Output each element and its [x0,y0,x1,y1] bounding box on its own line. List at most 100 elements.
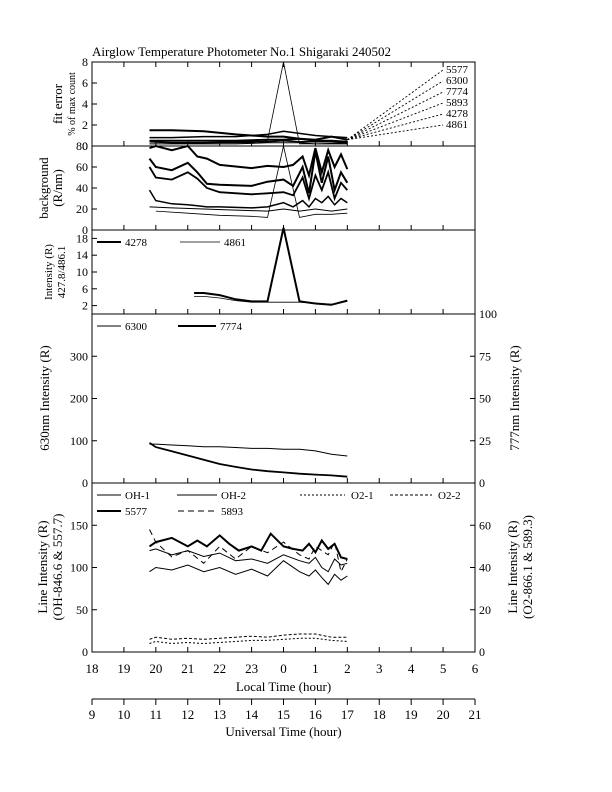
intensity-777-y-tick-label: 25 [479,434,491,448]
background-y-tick-label: 0 [82,223,88,237]
intensity-630-series-line [149,443,348,457]
line-intensity-ylabel-left-line2: (OH-846.6 & 557.7) [50,514,65,621]
legend-7774-label: 7774 [220,321,243,333]
ut-tick-label: 16 [309,707,323,722]
ut-axis-label: Universal Time (hour) [225,724,341,739]
local-time-tick-label: 3 [376,661,383,676]
ut-tick-label: 20 [437,707,450,722]
ut-tick-label: 9 [89,707,96,722]
local-time-tick-label: 22 [213,661,226,676]
legend-5893-label: 5893 [221,506,244,518]
ut-tick-label: 10 [117,707,130,722]
fit-error-series-line [149,137,348,143]
intensity-4278-y-tick-label: 6 [82,282,88,296]
legend-6300-label: 6300 [125,321,148,333]
intensity-4278-y-tick-label: 18 [76,231,88,245]
ut-tick-label: 13 [213,707,226,722]
background-ylabel-line2: (R/nm) [50,169,65,207]
legend-4278-label: 4278 [125,237,148,249]
chart-title: Airglow Temperature Photometer No.1 Shig… [92,44,391,59]
local-time-tick-label: 4 [408,661,415,676]
intensity-4278-y-tick-label: 10 [76,265,88,279]
background-series-line [148,151,349,194]
intensity-630-y-tick-label: 0 [82,476,88,490]
fit-error-leader-line [347,69,444,141]
intensity-630-y-tick-label: 200 [70,392,88,406]
intensity-777-y-tick-label: 0 [479,476,485,490]
intensity-777-y-tick-label: 100 [479,307,497,321]
background-series-line [149,206,348,212]
fit-error-leader-line [347,80,444,141]
local-time-tick-label: 19 [117,661,130,676]
local-time-tick-label: 18 [86,661,99,676]
legend-oh1-label: OH-1 [125,490,150,502]
intensity-4278-series-line [194,296,348,305]
local-time-tick-label: 2 [344,661,351,676]
intensity-777-y-tick-label: 50 [479,392,491,406]
fit-error-legend-label: 5577 [446,64,469,76]
line-intensity-y-tick-label: 50 [76,603,88,617]
ut-tick-label: 15 [277,707,290,722]
fit-error-legend-label: 5893 [446,97,469,109]
background-y-tick-label: 80 [76,139,88,153]
legend-4861-label: 4861 [224,237,246,249]
line-intensity-ylabel-left-line1: Line Intensity (R) [35,520,50,613]
background-y-tick-label: 20 [76,202,88,216]
fit-error-leader-line [347,91,444,141]
line-intensity-y-tick-label: 0 [82,645,88,659]
fit-error-legend-label: 7774 [446,86,469,98]
local-time-tick-label: 20 [149,661,162,676]
ut-tick-label: 18 [373,707,386,722]
line-intensity-series-line [148,532,348,560]
intensity-4278-legend: 4278 4861 [97,237,246,249]
intensity-630-ylabel-left: 630nm Intensity (R) [37,345,52,450]
ut-tick-label: 17 [341,707,355,722]
background-y-tick-label: 40 [76,181,88,195]
line-intensity-series-line [149,548,348,573]
local-time-tick-label: 5 [440,661,447,676]
line-intensity-series-line [149,560,348,586]
line-intensity-right-y-tick-label: 40 [479,561,491,575]
local-time-tick-label: 6 [472,661,479,676]
background-y-tick-label: 60 [76,160,88,174]
intensity-4278-ylabel-line2: 427.8/486.1 [56,246,68,299]
line-intensity-right-y-tick-label: 0 [479,645,485,659]
background-ylabel-line1: background [36,157,51,219]
ut-tick-label: 11 [150,707,163,722]
fit-error-series-line [149,140,348,144]
intensity-777-y-tick-label: 75 [479,349,491,363]
fit-error-series-line [149,130,348,139]
intensity-630-legend: 6300 7774 [97,321,243,333]
fit-error-series-line [149,129,348,141]
background-series-line [148,189,348,209]
background-series-line [155,145,348,218]
line-intensity-series-line [149,637,348,645]
intensity-777-ylabel-right: 777nm Intensity (R) [507,345,522,450]
intensity-630-series-line [149,442,348,478]
legend-5577-label: 5577 [125,506,148,518]
fit-error-leader-line [347,113,444,141]
line-intensity-legend: OH-1 OH-2 O2-1 O2-2 5577 5893 [97,490,461,518]
fit-error-legend-label: 4278 [446,108,469,120]
fit-error-ylabel-line1: fit error [50,83,65,124]
intensity-4278-series-line [194,227,348,306]
legend-o22-label: O2-2 [438,490,461,502]
fit-error-legend-label: 6300 [446,75,469,87]
line-intensity-ylabel-right-line2: (O2-866.1 & 589.3) [520,515,535,619]
fit-error-y-tick-label: 6 [82,76,88,90]
local-time-tick-label: 21 [181,661,194,676]
plot-outer-frame [91,61,476,653]
fit-error-y-tick-label: 2 [82,118,88,132]
ut-tick-label: 14 [245,707,259,722]
fit-error-legend-label: 4861 [446,119,468,131]
chart-marks: 18 19 20 21 22 23 0 1 2 3 4 5 69 10 11 12 13 14 15 16 17 18 19… [70,55,497,722]
line-intensity-y-tick-label: 150 [70,518,88,532]
local-time-axis-label: Local Time (hour) [236,679,331,694]
intensity-4278-y-tick-label: 14 [76,248,88,262]
line-intensity-series-line [149,529,348,574]
ut-tick-label: 19 [405,707,418,722]
line-intensity-right-y-tick-label: 20 [479,603,491,617]
fit-error-leader-line [347,124,444,141]
legend-oh2-label: OH-2 [221,490,246,502]
